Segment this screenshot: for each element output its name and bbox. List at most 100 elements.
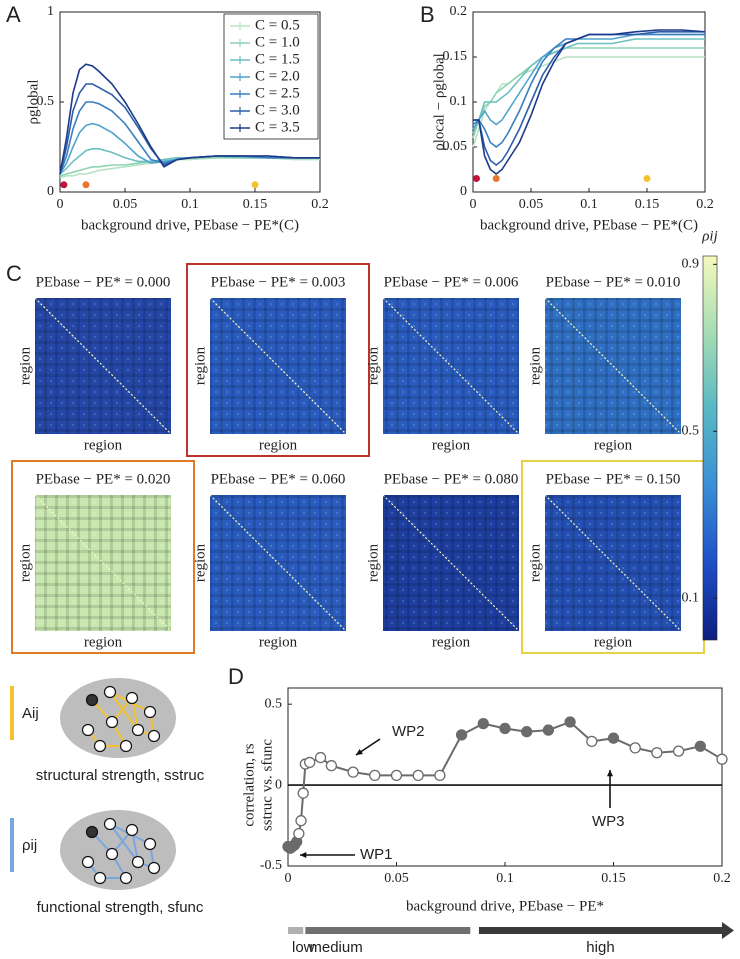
point [325, 760, 338, 772]
panel-letter: B [420, 2, 435, 27]
x-tick-label: 0.2 [311, 197, 329, 212]
legend-label: C = 1.0 [255, 34, 300, 50]
matrix-diagonal [382, 297, 520, 435]
point [694, 740, 706, 752]
y-axis-label: sstruc vs. sfunc [259, 739, 275, 831]
phase-arrow [722, 922, 734, 939]
phase-bar [288, 927, 304, 934]
matrix-title: PEbase − PE* = 0.000 [36, 274, 171, 290]
brain-node [131, 723, 145, 737]
drive-marker [643, 175, 651, 182]
matrix-title: PEbase − PE* = 0.080 [384, 471, 519, 487]
series-line [59, 63, 320, 175]
point [455, 729, 468, 741]
legend-label: C = 3.0 [255, 102, 300, 118]
matrix-y-label: region [192, 346, 208, 385]
brain-node [125, 823, 139, 837]
series-line [59, 157, 320, 179]
arrow-head [300, 851, 307, 859]
point [314, 751, 327, 764]
point [542, 724, 555, 736]
y-axis-label: correlation, rs [241, 743, 257, 826]
brain-node [147, 861, 161, 875]
point [477, 717, 489, 730]
matrix-x-label: region [594, 437, 633, 453]
point [672, 745, 685, 757]
point [412, 769, 424, 782]
x-tick-label: 0.1 [496, 871, 514, 886]
phase-label: low [292, 939, 315, 956]
brain-node [147, 729, 161, 743]
matrix-symbol: Aij [22, 705, 39, 722]
brain-node [143, 705, 157, 719]
panel-letter: D [228, 664, 244, 689]
brain-node [143, 837, 157, 851]
matrix-y-label: region [527, 346, 543, 385]
highlight-frame [11, 460, 195, 654]
legend-label: C = 2.0 [255, 68, 300, 84]
point [564, 716, 576, 728]
matrix-title: PEbase − PE* = 0.150 [546, 471, 681, 487]
x-tick-label: 0 [285, 871, 292, 886]
point [521, 726, 533, 738]
point [347, 766, 359, 778]
x-tick-label: 0.15 [635, 197, 660, 212]
x-tick-label: 0.2 [713, 871, 731, 886]
illustration-caption: structural strength, sstruc [36, 767, 205, 784]
y-tick-label: 0.1 [450, 94, 468, 109]
point [499, 722, 511, 735]
point [295, 815, 307, 827]
brain-node [93, 739, 107, 753]
x-axis-label: background drive, PEbase − PE* [406, 898, 604, 914]
colorbar [702, 255, 718, 641]
y-tick-label: 0 [460, 184, 467, 199]
matrix-x-label: region [594, 634, 633, 650]
y-axis-label: ρglobal [25, 80, 41, 125]
colorbar-tick-label: 0.9 [682, 257, 700, 272]
matrix-title: PEbase − PE* = 0.060 [211, 471, 346, 487]
matrix-symbol: ρij [22, 837, 37, 854]
brain-node [125, 691, 139, 705]
series-line [472, 33, 705, 149]
point [651, 747, 663, 759]
x-tick-label: 0.15 [243, 197, 268, 212]
matrix-diagonal [209, 297, 347, 435]
arrow-head [606, 770, 614, 777]
brain-node [85, 693, 99, 707]
brain-node [105, 715, 119, 729]
point [434, 769, 446, 782]
brain-node [105, 847, 119, 861]
phase-bar [305, 927, 471, 934]
brain-node [119, 739, 133, 753]
x-tick-label: 0.1 [181, 197, 199, 212]
point [629, 742, 641, 754]
brain-node [93, 871, 107, 885]
x-tick-label: 0 [470, 197, 477, 212]
series-line [472, 38, 705, 134]
drive-marker [251, 181, 259, 189]
matrix-x-label: region [84, 437, 123, 453]
drive-marker [60, 181, 68, 189]
y-tick-label: 0.5 [265, 696, 283, 711]
x-tick-label: 0.1 [580, 197, 598, 212]
x-tick-label: 0.15 [601, 871, 626, 886]
y-tick-label: -0.5 [260, 858, 282, 873]
matrix-x-label: region [259, 437, 298, 453]
y-axis-label: ρlocal − ρglobal [431, 53, 447, 151]
y-tick-label: 0.5 [37, 94, 55, 109]
illustration-caption: functional strength, sfunc [37, 899, 204, 916]
series-line [59, 157, 320, 177]
matrix-x-label: region [84, 634, 123, 650]
phase-label: high [586, 939, 614, 956]
matrix-y-label: region [365, 543, 381, 582]
x-tick-label: 0 [57, 197, 64, 212]
matrix-diagonal [209, 494, 347, 632]
panel-letter: C [6, 261, 22, 286]
point [586, 735, 598, 748]
matrix-diagonal [34, 297, 172, 435]
drive-marker [472, 175, 480, 182]
legend-bar [10, 818, 14, 872]
phase-bar [478, 927, 722, 934]
series-line [473, 31, 705, 167]
